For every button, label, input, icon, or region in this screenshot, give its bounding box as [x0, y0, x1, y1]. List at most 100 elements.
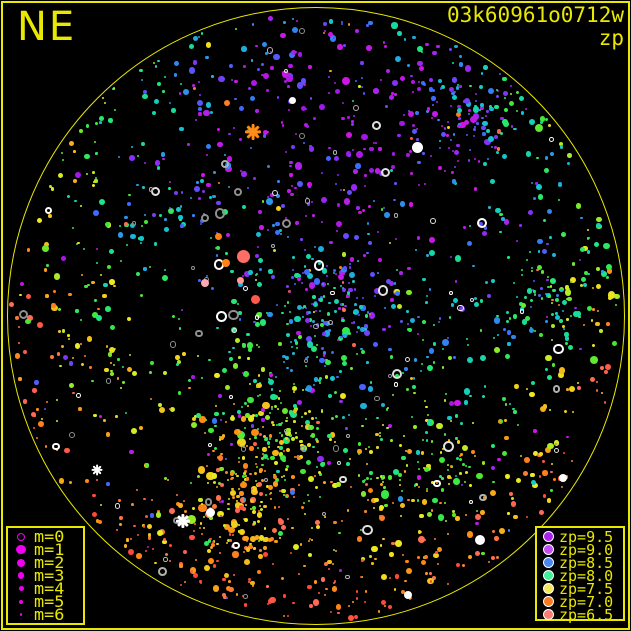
star-dot: [218, 438, 222, 441]
star-dot: [547, 285, 550, 288]
star-dot: [61, 256, 67, 261]
star-dot: [408, 150, 413, 154]
star-dot: [149, 371, 153, 375]
star-dot: [341, 303, 344, 306]
star-dot: [319, 104, 325, 111]
star-dot: [479, 105, 484, 110]
star-dot: [74, 172, 81, 179]
star-dot: [246, 341, 254, 349]
star-dot: [51, 305, 58, 312]
star-dot: [357, 449, 362, 454]
star-dot: [394, 93, 398, 96]
star-dot: [471, 264, 475, 268]
star-dot: [437, 118, 440, 122]
star-dot: [466, 343, 469, 346]
star-dot: [105, 306, 111, 312]
star-dot: [364, 482, 368, 486]
star-dot: [174, 73, 178, 77]
legend-zp-label: zp=9.5: [559, 527, 614, 546]
star-dot: [445, 519, 448, 522]
star-dot: [22, 398, 28, 404]
saturated-star-ring: [114, 503, 120, 509]
star-dot: [604, 401, 607, 404]
star-dot: [461, 462, 465, 466]
saturated-star-ring: [232, 541, 240, 549]
star-dot: [179, 218, 183, 222]
star-dot: [289, 490, 295, 496]
star-dot: [196, 181, 199, 184]
star-dot: [232, 126, 236, 129]
star-dot: [595, 266, 601, 272]
star-dot: [467, 108, 471, 113]
star-dot: [428, 288, 432, 292]
star-dot: [278, 518, 285, 525]
star-dot: [311, 213, 315, 217]
star-dot: [244, 503, 248, 507]
star-dot: [304, 412, 308, 415]
star-dot: [449, 419, 452, 422]
star-dot: [284, 216, 288, 220]
star-dot: [322, 21, 327, 27]
star-dot: [130, 145, 133, 148]
star-dot: [209, 537, 213, 541]
star-dot: [142, 93, 148, 100]
star-dot: [308, 425, 314, 431]
star-dot: [495, 94, 499, 98]
star-dot: [257, 509, 260, 512]
star-dot: [406, 310, 409, 313]
zp-marker-icon: [537, 557, 559, 568]
star-dot: [454, 182, 457, 185]
star-dot: [579, 347, 582, 351]
star-dot: [205, 154, 208, 157]
star-dot: [205, 55, 209, 60]
star-dot: [108, 352, 113, 357]
star-dot: [325, 264, 328, 267]
legend-m-label: m=4: [34, 579, 65, 598]
star-dot: [43, 268, 48, 272]
star-dot: [469, 84, 472, 88]
star-dot: [435, 100, 438, 103]
star-dot: [322, 295, 325, 298]
star-dot: [305, 311, 309, 315]
star-dot: [567, 345, 574, 351]
star-dot: [223, 154, 226, 157]
star-dot: [270, 66, 275, 70]
star-dot: [409, 376, 413, 380]
star-dot: [179, 583, 183, 587]
star-dot: [374, 557, 377, 561]
star-dot: [313, 278, 321, 285]
star-dot: [360, 402, 367, 410]
star-dot: [333, 581, 336, 584]
star-dot: [147, 536, 152, 540]
star-dot: [247, 577, 251, 581]
star-dot: [49, 354, 55, 360]
star-dot: [45, 294, 49, 298]
star-dot: [354, 303, 357, 307]
star-dot: [259, 225, 264, 230]
star-dot: [256, 382, 262, 388]
star-dot: [480, 355, 486, 362]
star-dot: [237, 432, 244, 439]
star-dot: [423, 182, 426, 185]
star-dot: [475, 99, 478, 102]
star-dot: [416, 461, 419, 464]
star-dot: [339, 302, 344, 307]
star-dot: [415, 483, 418, 487]
star-dot: [308, 540, 311, 543]
star-dot: [187, 143, 190, 146]
star-dot: [505, 403, 508, 406]
star-dot: [94, 179, 98, 183]
star-dot: [329, 438, 332, 441]
star-dot: [614, 293, 620, 300]
star-dot: [183, 580, 186, 583]
star-dot: [292, 495, 295, 498]
star-dot: [284, 468, 288, 472]
star-dot: [278, 452, 283, 457]
saturated-star-ring: [214, 208, 226, 220]
star-dot: [214, 404, 217, 407]
star-dot: [290, 192, 294, 197]
star-dot: [193, 87, 197, 91]
star-dot: [248, 382, 251, 385]
star-dot: [559, 319, 564, 323]
saturated-star-ring: [169, 341, 177, 348]
